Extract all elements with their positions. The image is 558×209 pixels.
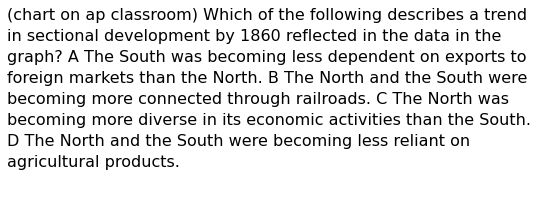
Text: (chart on ap classroom) Which of the following describes a trend
in sectional de: (chart on ap classroom) Which of the fol… [7,8,531,170]
